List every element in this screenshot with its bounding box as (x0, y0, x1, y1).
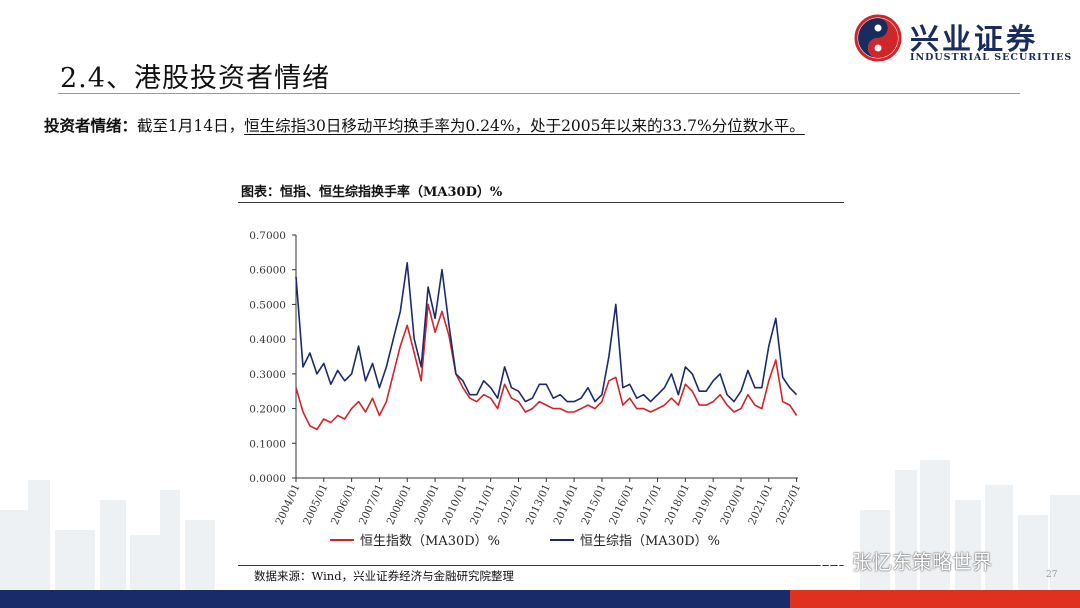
x-tick-label: 2012/01 (496, 482, 525, 527)
x-tick-label: 2018/01 (663, 482, 692, 527)
x-tick-label: 2016/01 (607, 482, 636, 527)
summary-line: 投资者情绪：截至1月14日，恒生综指30日移动平均换手率为0.24%，处于200… (44, 114, 805, 136)
series-line-hsi (295, 303, 798, 431)
title-divider (58, 93, 1020, 94)
x-tick-label: 2004/01 (273, 482, 302, 527)
logo-subtitle: INDUSTRIAL SECURITIES (910, 52, 1073, 63)
watermark-text: 张忆东策略世界 (852, 550, 992, 574)
chart-title-rule (238, 202, 844, 203)
logo-name: 兴业证券 (910, 22, 1039, 56)
x-tick-label: 2009/01 (412, 482, 441, 527)
x-tick-label: 2014/01 (552, 482, 581, 527)
y-tick-label: 0.5000 (249, 299, 286, 311)
x-tick-label: 2022/01 (774, 482, 803, 527)
y-tick-label: 0.3000 (249, 369, 286, 381)
x-tick-label: 2013/01 (524, 482, 553, 527)
x-tick-label: 2008/01 (385, 482, 414, 527)
x-tick-label: 2005/01 (301, 482, 330, 527)
summary-plain: 截至1月14日， (137, 117, 245, 135)
x-tick-label: 2019/01 (691, 482, 720, 527)
y-tick-label: 0.0000 (249, 473, 286, 485)
wechat-icon (820, 554, 846, 573)
y-tick-label: 0.4000 (249, 334, 286, 346)
skyline-background (0, 460, 1080, 590)
chart-title: 图表：恒指、恒生综指换手率（MA30D）% (241, 185, 503, 200)
series-line-hsci (295, 261, 798, 403)
summary-lead: 投资者情绪： (44, 116, 138, 135)
x-tick-label: 2011/01 (468, 482, 497, 527)
x-tick-label: 2006/01 (329, 482, 358, 527)
x-tick-label: 2007/01 (357, 482, 386, 527)
footer-bar-blue (0, 590, 790, 608)
y-tick-label: 0.2000 (249, 404, 286, 416)
source-note: 数据来源：Wind，兴业证券经济与金融研究院整理 (254, 569, 515, 583)
x-tick-label: 2015/01 (579, 482, 608, 527)
x-tick-label: 2021/01 (746, 482, 775, 527)
company-logo: 兴业证券 INDUSTRIAL SECURITIES (854, 14, 1071, 66)
x-tick-label: 2010/01 (440, 482, 469, 527)
turnover-line-chart: 0.0000 0.1000 0.2000 0.3000 0.4000 0.5000 0.60… (249, 230, 803, 549)
y-tick-label: 0.7000 (249, 230, 286, 242)
summary-highlight: 恒生综指30日移动平均换手率为0.24%，处于2005年以来的33.7%分位数水… (244, 117, 805, 135)
y-tick-label: 0.6000 (249, 265, 286, 277)
watermark: 张忆东策略世界 (820, 546, 992, 575)
x-tick-label: 2017/01 (635, 482, 664, 527)
x-tick-label: 2020/01 (718, 482, 747, 527)
section-title: 2.4、港股投资者情绪 (60, 63, 330, 94)
legend-label-hsci: 恒生综指（MA30D）% (580, 534, 720, 549)
legend-label-hsi: 恒生指数（MA30D）% (360, 534, 500, 549)
y-tick-label: 0.1000 (249, 438, 286, 450)
source-rule (238, 565, 844, 566)
page-number: 27 (1046, 570, 1058, 580)
footer-bar-red (790, 590, 1080, 608)
logo-emblem-icon (854, 14, 902, 62)
